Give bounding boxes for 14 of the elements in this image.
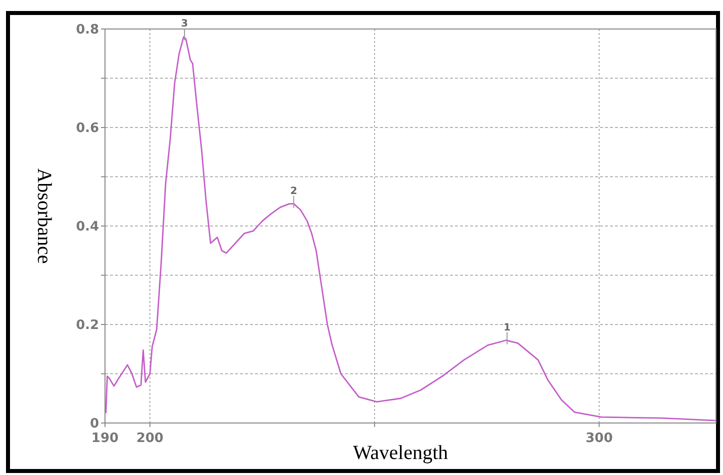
y-tick-label: 0.2 (76, 318, 99, 334)
line-series (105, 36, 717, 422)
annotation: 3 (181, 18, 188, 30)
annotation: 1 (504, 322, 511, 334)
y-tick-label: 0 (90, 416, 99, 432)
y-tick-label: 0.8 (76, 22, 99, 38)
y-axis-title: Absorbance (33, 168, 55, 264)
x-tick-label: 200 (136, 431, 164, 446)
x-tick-label: 190 (91, 431, 119, 446)
annotation: 2 (290, 186, 298, 197)
x-axis-title: Wavelength (352, 442, 448, 464)
y-tick-label: 0.6 (76, 121, 99, 136)
x-tick-label: 300 (586, 431, 613, 446)
y-tick-label: 0.4 (76, 220, 99, 235)
